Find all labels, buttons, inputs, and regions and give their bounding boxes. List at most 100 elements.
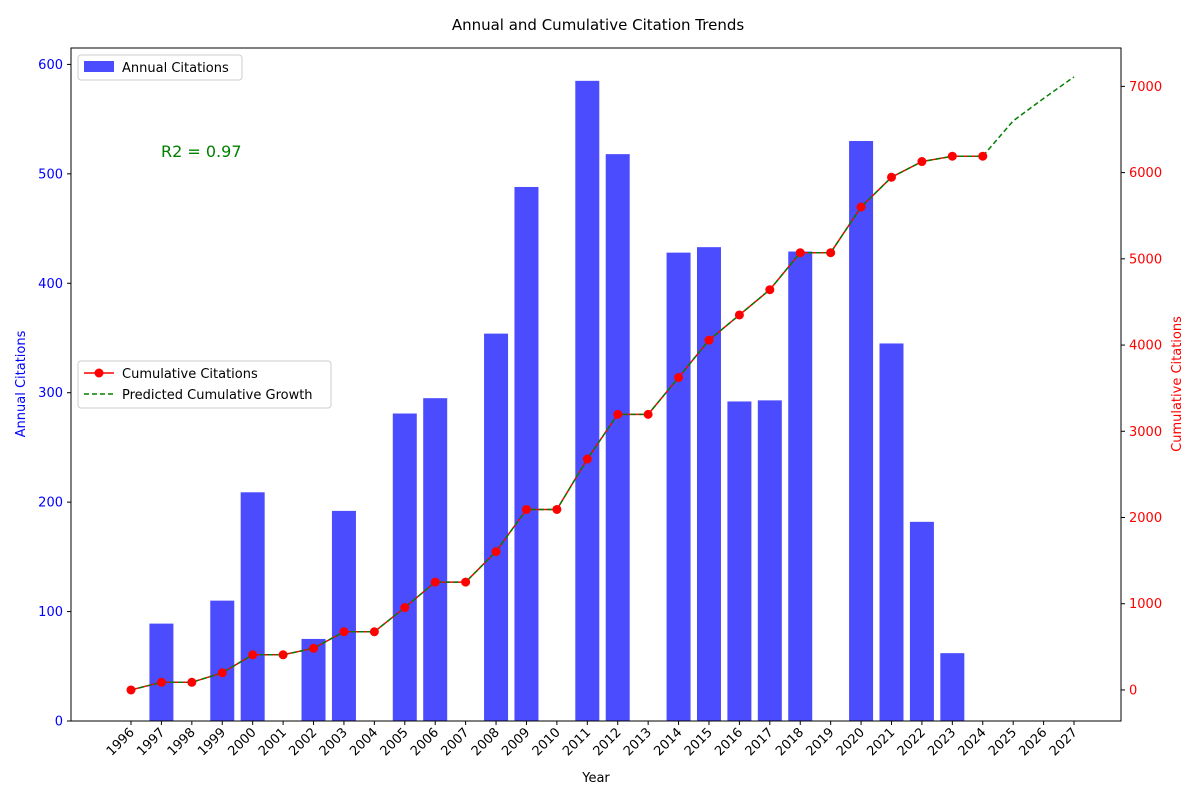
- right-tick-label-5000: 5000: [1129, 252, 1162, 267]
- cumulative-point-2013: [643, 409, 653, 419]
- cumulative-point-1996: [126, 685, 136, 695]
- right-axis-label: Cumulative Citations: [1170, 316, 1185, 452]
- x-tick-label-2010: 2010: [530, 725, 564, 759]
- legend-annual: Annual Citations: [77, 54, 243, 81]
- x-tick-label-2004: 2004: [347, 725, 381, 759]
- right-tick-label-3000: 3000: [1129, 425, 1162, 440]
- cumulative-point-1997: [156, 677, 166, 687]
- right-tick-label-4000: 4000: [1129, 339, 1162, 354]
- x-tick-label-2014: 2014: [651, 725, 685, 759]
- cumulative-point-2006: [430, 577, 440, 587]
- legend-predicted-label: Predicted Cumulative Growth: [122, 388, 313, 403]
- bar-2008: [484, 333, 509, 721]
- bar-2009: [514, 186, 539, 721]
- x-tick-label-2009: 2009: [499, 725, 533, 759]
- cumulative-point-2009: [521, 504, 531, 514]
- left-tick-label-0: 0: [55, 715, 63, 730]
- cumulative-point-2015: [704, 335, 714, 345]
- bar-2015: [696, 247, 721, 721]
- x-tick-label-2023: 2023: [925, 725, 959, 759]
- x-tick-label-2000: 2000: [226, 725, 260, 759]
- bar-1999: [210, 600, 235, 721]
- cumulative-point-2014: [674, 372, 684, 382]
- x-tick-label-1997: 1997: [134, 725, 168, 759]
- x-tick-label-2011: 2011: [560, 725, 594, 759]
- cumulative-point-2004: [369, 627, 379, 637]
- left-tick-label-500: 500: [38, 167, 63, 182]
- x-tick-label-1996: 1996: [104, 725, 138, 759]
- cumulative-point-2001: [278, 650, 288, 660]
- left-axis-label: Annual Citations: [14, 330, 29, 437]
- x-tick-label-2012: 2012: [591, 725, 625, 759]
- legend-annual-label: Annual Citations: [122, 61, 229, 76]
- x-tick-label-1999: 1999: [195, 725, 229, 759]
- x-tick-label-2020: 2020: [834, 725, 868, 759]
- x-tick-label-2021: 2021: [864, 725, 898, 759]
- bar-2016: [727, 401, 752, 721]
- x-tick-label-2008: 2008: [469, 725, 503, 759]
- cumulative-point-2003: [339, 627, 349, 637]
- left-tick-label-200: 200: [38, 496, 63, 511]
- x-tick-label-2007: 2007: [438, 725, 472, 759]
- x-tick-label-1998: 1998: [165, 725, 199, 759]
- cumulative-point-2008: [491, 547, 501, 557]
- cumulative-point-2007: [461, 577, 471, 587]
- x-tick-label-2024: 2024: [956, 725, 990, 759]
- r2-annotation: R2 = 0.97: [161, 142, 242, 161]
- cumulative-point-2020: [856, 202, 866, 212]
- cumulative-point-2012: [613, 409, 623, 419]
- cumulative-point-2017: [765, 285, 775, 295]
- x-tick-label-2016: 2016: [712, 725, 746, 759]
- bar-1997: [149, 623, 174, 721]
- left-tick-label-600: 600: [38, 58, 63, 73]
- legend-cumulative-marker: [94, 368, 104, 378]
- cumulative-point-1999: [217, 668, 227, 678]
- plot-frame: [70, 47, 1122, 722]
- bar-2006: [423, 398, 448, 721]
- x-tick-label-2019: 2019: [803, 725, 837, 759]
- x-tick-label-2006: 2006: [408, 725, 442, 759]
- cumulative-point-2005: [400, 603, 410, 613]
- bar-2023: [940, 653, 965, 721]
- cumulative-point-2018: [795, 248, 805, 258]
- bar-2000: [240, 492, 265, 721]
- cumulative-point-2021: [887, 172, 896, 182]
- x-tick-label-2002: 2002: [286, 725, 320, 759]
- left-tick-label-300: 300: [38, 386, 63, 401]
- right-tick-label-6000: 6000: [1129, 166, 1162, 181]
- x-tick-label-2003: 2003: [317, 725, 351, 759]
- cumulative-point-2010: [552, 504, 562, 514]
- x-axis-label: Year: [581, 771, 610, 786]
- bar-2005: [392, 413, 417, 721]
- bar-2022: [909, 521, 934, 721]
- x-tick-label-2027: 2027: [1047, 725, 1081, 759]
- bar-2020: [849, 141, 874, 722]
- cumulative-point-2002: [309, 643, 319, 653]
- cumulative-point-2024: [978, 151, 988, 161]
- x-tick-label-2026: 2026: [1016, 725, 1050, 759]
- cumulative-point-2011: [582, 454, 592, 464]
- bar-2003: [331, 510, 356, 721]
- cumulative-point-2019: [826, 248, 836, 258]
- cumulative-point-2022: [917, 157, 927, 167]
- chart-title: Annual and Cumulative Citation Trends: [452, 16, 745, 34]
- x-tick-label-2018: 2018: [773, 725, 807, 759]
- bar-2014: [666, 252, 691, 721]
- right-tick-label-7000: 7000: [1129, 80, 1162, 95]
- right-tick-label-0: 0: [1129, 683, 1137, 698]
- cumulative-point-2023: [947, 151, 957, 161]
- x-tick-label-2017: 2017: [743, 725, 777, 759]
- left-tick-label-400: 400: [38, 277, 63, 292]
- right-tick-label-1000: 1000: [1129, 597, 1162, 612]
- bar-2017: [757, 400, 782, 721]
- x-tick-label-2015: 2015: [682, 725, 716, 759]
- cumulative-point-2000: [248, 650, 258, 660]
- x-tick-label-2001: 2001: [256, 725, 290, 759]
- bar-2018: [788, 251, 813, 722]
- cumulative-point-2016: [734, 310, 744, 320]
- legend-annual-swatch: [84, 61, 114, 72]
- legend-cumulative-label: Cumulative Citations: [122, 367, 258, 382]
- bar-2011: [575, 80, 600, 721]
- right-tick-label-2000: 2000: [1129, 511, 1162, 526]
